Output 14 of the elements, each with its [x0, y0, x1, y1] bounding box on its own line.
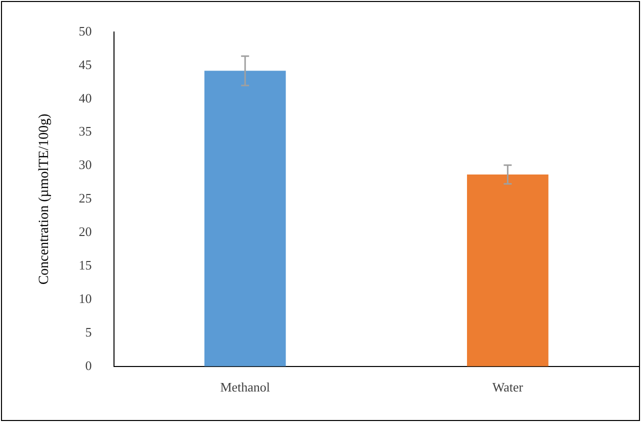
y-tick-label: 35 — [78, 124, 92, 139]
y-tick-label: 15 — [78, 258, 92, 272]
x-tick-label: Water — [492, 380, 524, 395]
y-axis-title: Concentration (µmolTE/100g) — [37, 113, 52, 285]
y-tick-label: 20 — [78, 224, 92, 240]
y-tick-label: 0 — [85, 358, 92, 373]
y-tick-label: 5 — [85, 324, 92, 340]
x-tick-label: Methanol — [220, 380, 270, 395]
y-tick-label: 40 — [78, 90, 92, 106]
y-tick-label: 45 — [78, 56, 92, 72]
y-tick-label: 30 — [78, 157, 92, 172]
y-tick-label: 25 — [78, 190, 92, 206]
y-tick-label: 10 — [78, 290, 92, 306]
y-tick-label: 50 — [78, 23, 92, 38]
